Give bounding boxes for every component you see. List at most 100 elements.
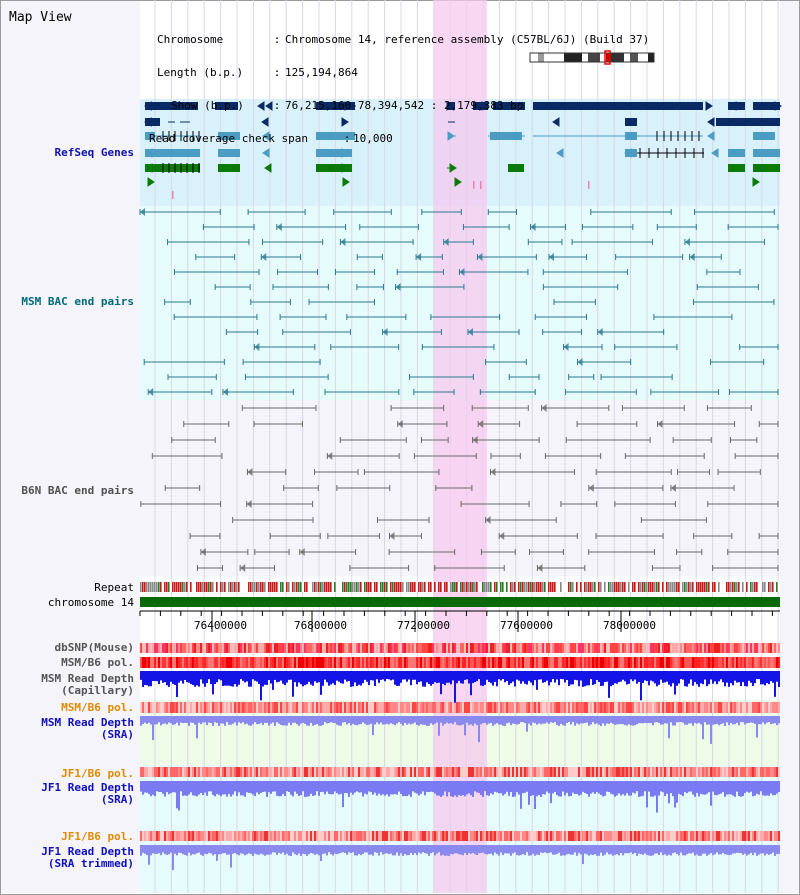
msm-capillary-depth-bar (206, 671, 208, 683)
heat-cell (610, 831, 612, 841)
gene-arrow (556, 148, 564, 158)
jf1-sra-depth-bar (422, 781, 424, 792)
jf1-sra-depth-bar (568, 781, 570, 797)
msm-capillary-depth-bar (728, 671, 730, 687)
msm-bac-pair-arrow (340, 238, 346, 246)
repeat-element (506, 582, 508, 592)
jf1-sra-depth-bar (356, 781, 358, 792)
heat-cell (722, 767, 724, 777)
msm-sra-depth-bar (212, 716, 214, 726)
heat-cell (354, 767, 356, 777)
gene-exon (728, 164, 745, 172)
heat-cell (242, 767, 244, 777)
heat-cell (144, 702, 146, 713)
heat-cell (550, 702, 552, 713)
jf1-trimmed-depth-bar (404, 845, 406, 855)
heat-cell (340, 657, 342, 668)
b6n-bac-pair-arrow (485, 516, 491, 524)
msm-sra-depth-bar (556, 716, 558, 725)
jf1-sra-depth-bar (322, 781, 324, 792)
msm-sra-depth-bar (726, 716, 728, 723)
msm-capillary-depth-bar (626, 671, 628, 685)
gene-exon (508, 164, 524, 172)
msm-capillary-depth-bar (672, 671, 674, 684)
heat-cell (256, 643, 258, 653)
jf1-trimmed-depth-bar (496, 845, 498, 855)
heat-cell (548, 767, 550, 777)
jf1-sra-depth-bar (406, 781, 408, 797)
msm-capillary-depth-bar (438, 671, 440, 683)
heat-cell (560, 657, 562, 668)
heat-cell (198, 831, 200, 841)
heat-cell (470, 643, 472, 653)
msm-capillary-depth-bar (288, 671, 290, 680)
jf1-trimmed-depth-bar (140, 845, 142, 856)
heat-cell (380, 657, 382, 668)
jf1-sra-depth-bar (326, 781, 328, 792)
repeat-element (440, 582, 442, 592)
msm-sra-depth-bar (604, 716, 606, 726)
heat-cell (564, 657, 566, 668)
heat-cell (512, 831, 514, 841)
heat-cell (600, 702, 602, 713)
msm-sra-depth-bar (426, 716, 428, 726)
jf1-trimmed-depth-bar (650, 845, 652, 856)
msm-sra-depth-bar (478, 716, 480, 743)
msm-capillary-depth-bar (334, 671, 336, 685)
heat-cell (416, 702, 418, 713)
heat-cell (160, 643, 162, 653)
msm-capillary-depth-bar (772, 671, 774, 683)
jf1-sra-depth-bar (464, 781, 466, 797)
jf1-sra-depth-bar (242, 781, 244, 796)
jf1-trimmed-depth-bar (664, 845, 666, 855)
jf1-sra-depth-bar (282, 781, 284, 795)
heat-cell (306, 657, 308, 668)
heat-cell (308, 767, 310, 777)
heat-cell (222, 702, 224, 713)
heat-cell (642, 767, 644, 777)
repeat-element (408, 582, 410, 592)
msm-capillary-depth-bar (592, 671, 594, 685)
heat-cell (162, 767, 164, 777)
heat-cell (602, 657, 604, 668)
msm-sra-depth-bar (536, 716, 538, 725)
heat-cell (316, 643, 318, 653)
msm-capillary-depth-bar (508, 671, 510, 685)
heat-cell (774, 831, 776, 841)
heat-cell (292, 643, 294, 653)
heat-cell (438, 767, 440, 777)
heat-cell (550, 657, 552, 668)
msm-capillary-depth-bar (290, 671, 292, 680)
heat-cell (594, 767, 596, 777)
heat-cell (610, 767, 612, 777)
heat-cell (184, 831, 186, 841)
heat-cell (372, 767, 374, 777)
msm-capillary-depth-bar (366, 671, 368, 682)
heat-cell (346, 657, 348, 668)
heat-cell (296, 831, 298, 841)
jf1-sra-depth-bar (596, 781, 598, 792)
heat-cell (404, 702, 406, 713)
heat-cell (706, 643, 708, 653)
heat-cell (632, 767, 634, 777)
heat-cell (280, 831, 282, 841)
heat-cell (396, 702, 398, 713)
heat-cell (324, 657, 326, 668)
heat-cell (458, 702, 460, 713)
heat-cell (558, 643, 560, 653)
msm-capillary-depth-bar (502, 671, 504, 680)
repeat-element (530, 582, 532, 592)
msm-capillary-depth-bar (208, 671, 210, 680)
heat-cell (536, 643, 538, 653)
jf1-sra-depth-bar (290, 781, 292, 795)
heat-cell (240, 767, 242, 777)
heat-cell (356, 657, 358, 668)
jf1-sra-depth-bar (532, 781, 534, 796)
track-label-jf1-b6-pol: JF1/B6 pol. (61, 767, 134, 780)
heat-cell (366, 767, 368, 777)
msm-capillary-depth-bar (754, 671, 756, 684)
heat-cell (714, 831, 716, 841)
heat-cell (548, 702, 550, 713)
repeat-element (580, 582, 582, 592)
heat-cell (584, 657, 586, 668)
